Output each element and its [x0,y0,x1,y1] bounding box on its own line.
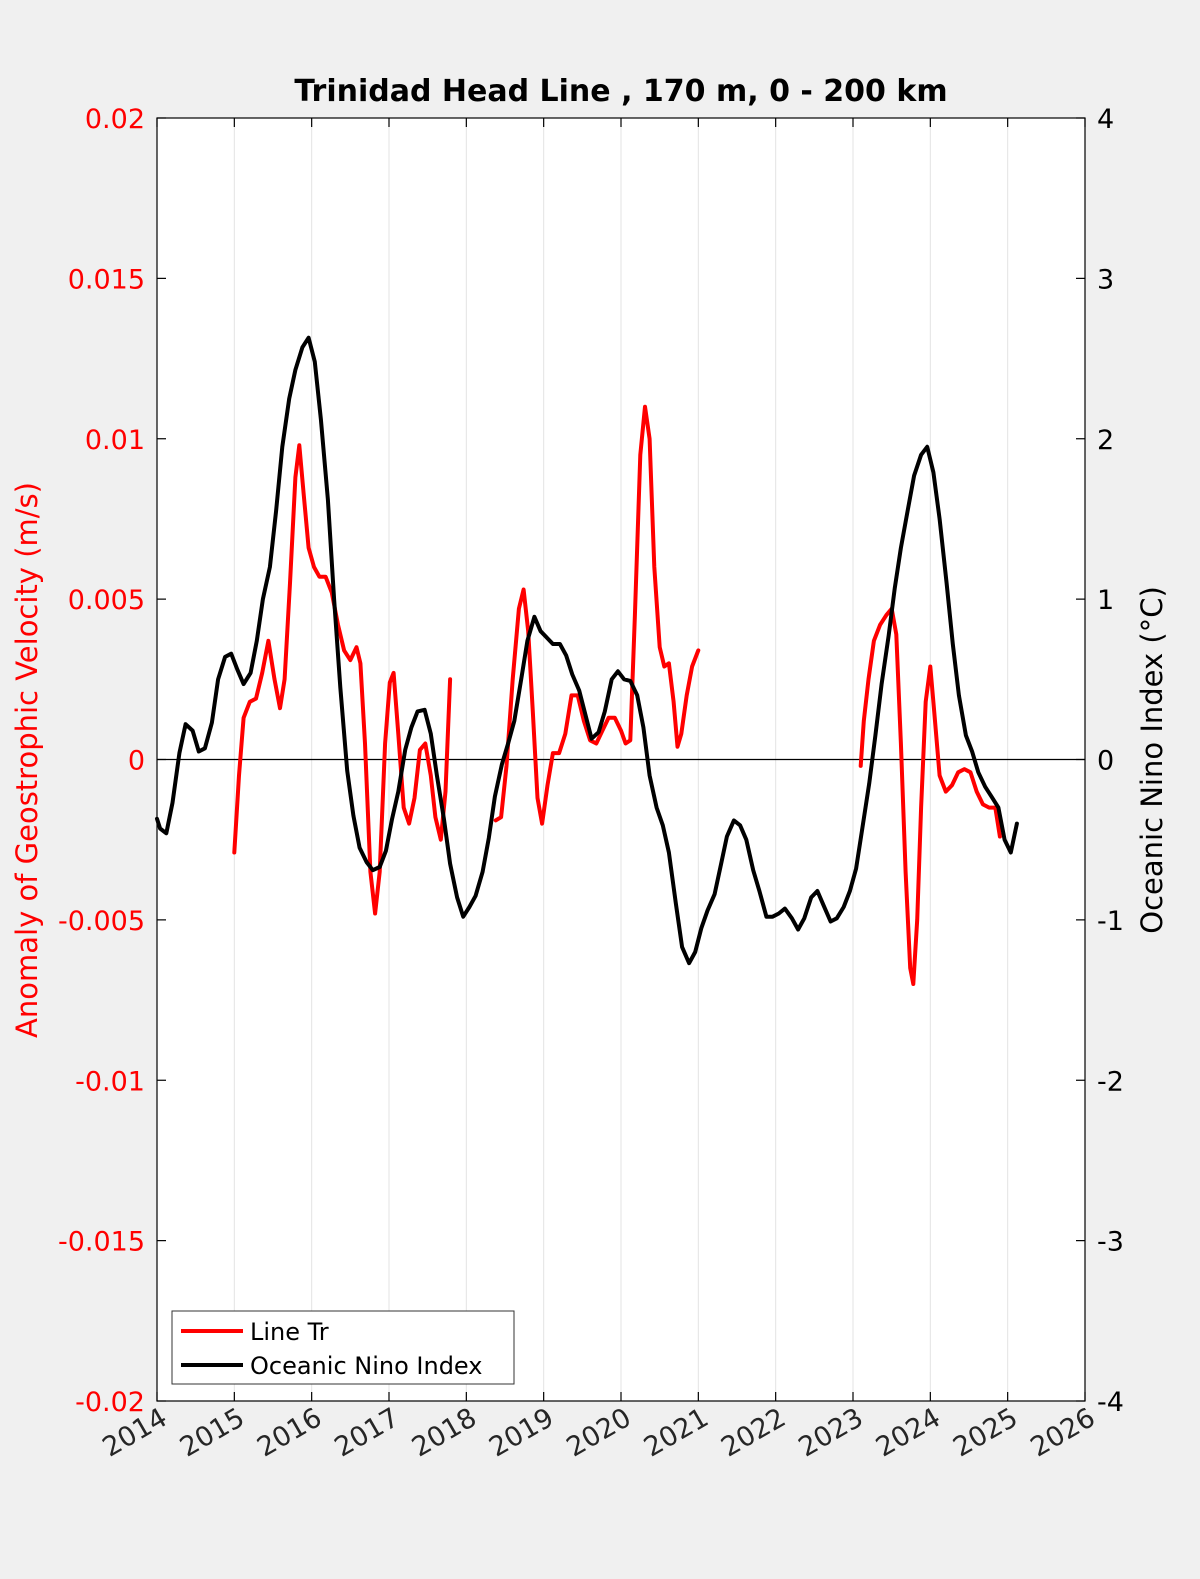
y-right-tick-label: -4 [1097,1387,1124,1418]
y-right-tick-label: 2 [1097,425,1114,456]
x-tick-label: 2026 [1025,1402,1100,1463]
y-left-axis-label: Anomaly of Geostrophic Velocity (m/s) [10,482,44,1038]
series-line-line-tr [232,443,453,916]
x-tick-label: 2018 [407,1402,482,1463]
y-right-tick-label: 4 [1097,104,1114,135]
series-line-line-tr [858,606,1002,986]
legend: Line Tr Oceanic Nino Index [171,1310,515,1385]
x-tick-label: 2025 [948,1402,1023,1463]
y-right-tick-label: -2 [1097,1066,1124,1097]
x-tick-label: 2017 [329,1402,404,1463]
x-tick-label: 2020 [561,1402,636,1463]
y-right-tick-label: -1 [1097,906,1124,937]
y-right-tick-label: -3 [1097,1227,1124,1258]
legend-box [171,1310,515,1385]
y-right-axis-label: Oceanic Nino Index (°C) [1135,586,1169,934]
series-line-line-tr [493,404,701,826]
y-left-tick-label: 0.02 [85,104,145,135]
x-tick-label: 2015 [175,1402,250,1463]
x-tick-label: 2021 [639,1402,714,1463]
x-tick-label: 2019 [484,1402,559,1463]
x-tick-label: 2023 [793,1402,868,1463]
y-right-tick-label: 1 [1097,585,1114,616]
y-left-tick-label: -0.02 [75,1387,145,1418]
legend-label-oni: Oceanic Nino Index [250,1352,482,1380]
chart-title: Trinidad Head Line , 170 m, 0 - 200 km [294,74,947,109]
y-left-tick-label: -0.005 [58,906,145,937]
y-left-tick-label: -0.01 [75,1066,145,1097]
y-left-tick-label: 0.005 [68,585,145,616]
x-tick-label: 2024 [871,1402,946,1463]
y-left-tick-label: 0.015 [68,264,145,295]
x-tick-label: 2016 [252,1402,327,1463]
y-left-tick-label: 0.01 [85,425,145,456]
y-left-tick-label: -0.015 [58,1227,145,1258]
y-right-tick-label: 0 [1097,746,1114,777]
y-right-tick-label: 3 [1097,264,1114,295]
y-left-tick-label: 0 [128,746,145,777]
series-line-oceanic-nino-index [155,335,1019,966]
legend-label-line-tr: Line Tr [250,1318,329,1346]
x-tick-label: 2022 [716,1402,791,1463]
